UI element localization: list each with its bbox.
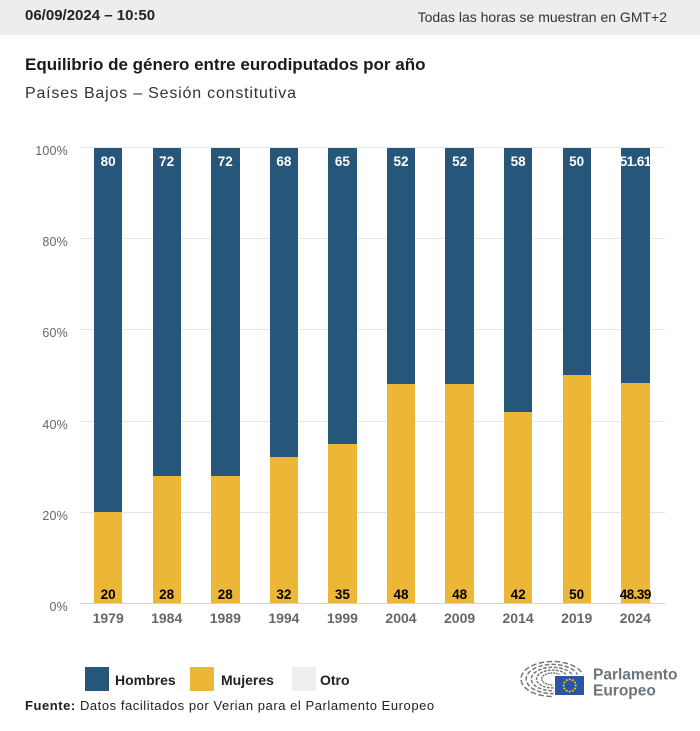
svg-text:Parlamento: Parlamento bbox=[593, 667, 677, 684]
svg-text:Europeo: Europeo bbox=[593, 683, 656, 700]
